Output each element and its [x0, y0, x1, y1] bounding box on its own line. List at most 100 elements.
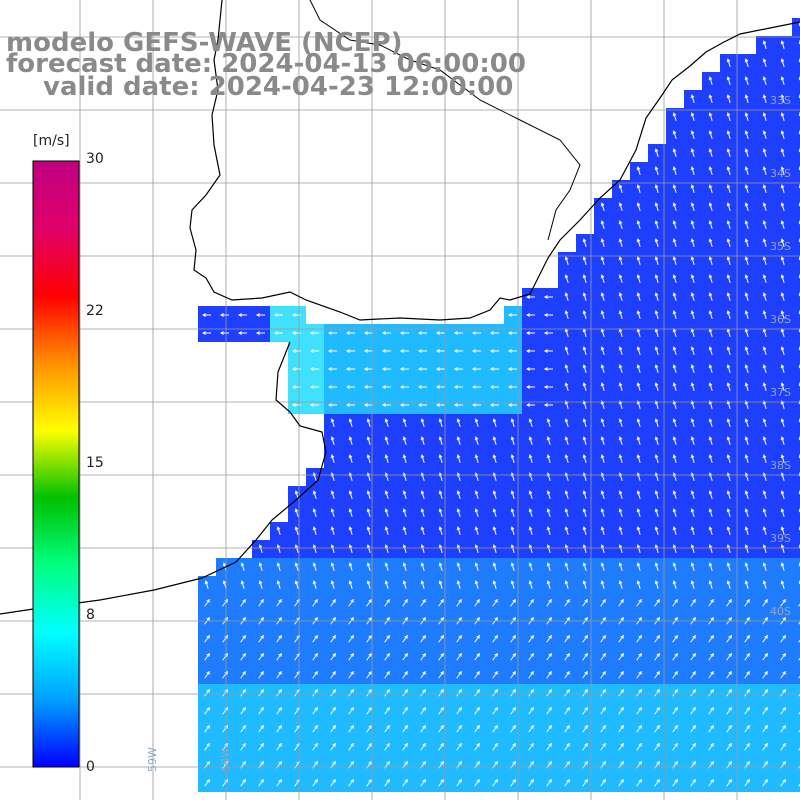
- wind-arrow: [636, 292, 641, 301]
- wind-arrow: [345, 367, 355, 371]
- wind-arrow: [690, 562, 695, 571]
- wind-arrow: [510, 580, 515, 589]
- wind-arrow: [582, 400, 587, 409]
- wind-arrow: [762, 292, 767, 301]
- wind-arrow: [528, 634, 534, 643]
- wind-arrow: [456, 652, 462, 661]
- wind-arrow: [327, 349, 337, 353]
- wind-arrow: [276, 598, 282, 607]
- wind-arrow: [240, 724, 246, 733]
- wind-arrow: [420, 724, 426, 733]
- wind-arrow: [762, 130, 767, 139]
- wind-arrow: [420, 742, 426, 751]
- wind-arrow: [582, 724, 588, 733]
- wind-arrow: [582, 580, 587, 589]
- wind-arrow: [654, 310, 659, 319]
- wind-arrow: [762, 220, 767, 229]
- wind-arrow: [471, 403, 481, 407]
- wind-arrow: [672, 166, 677, 175]
- wind-arrow: [582, 292, 587, 301]
- wind-arrow: [564, 724, 570, 733]
- wind-arrow: [510, 670, 516, 679]
- wind-arrow: [546, 778, 552, 787]
- wind-arrow: [726, 184, 731, 193]
- wind-arrow: [255, 331, 265, 335]
- wind-arrow: [582, 382, 587, 391]
- wind-arrow: [366, 742, 372, 751]
- wind-speed-cell: [792, 576, 800, 594]
- wind-arrow: [726, 742, 732, 751]
- wind-arrow: [543, 295, 553, 299]
- wind-arrow: [474, 598, 480, 607]
- argentina-coastline: [0, 341, 327, 615]
- wind-arrow: [348, 418, 353, 427]
- wind-arrow: [384, 652, 390, 661]
- wind-arrow: [381, 349, 391, 353]
- wind-arrow: [312, 688, 318, 697]
- wind-arrow: [690, 706, 696, 715]
- wind-arrow: [744, 706, 750, 715]
- wind-arrow: [435, 331, 445, 335]
- wind-arrow: [708, 634, 714, 643]
- wind-arrow: [384, 634, 390, 643]
- wind-arrow: [726, 400, 731, 409]
- wind-arrow: [258, 634, 264, 643]
- wind-arrow: [744, 310, 749, 319]
- wind-arrow: [438, 688, 444, 697]
- wind-arrow: [420, 490, 425, 499]
- wind-arrow: [291, 331, 301, 335]
- wind-arrow: [402, 598, 408, 607]
- wind-arrow: [654, 544, 659, 553]
- wind-arrow: [528, 724, 534, 733]
- wind-arrow: [507, 313, 517, 317]
- wind-arrow: [417, 385, 427, 389]
- wind-arrow: [600, 742, 606, 751]
- wind-arrow: [528, 490, 533, 499]
- wind-arrow: [564, 544, 569, 553]
- wind-arrow: [690, 670, 696, 679]
- wind-arrow: [438, 598, 444, 607]
- wind-arrow: [690, 220, 695, 229]
- wind-arrow: [654, 706, 660, 715]
- wind-arrow: [780, 202, 785, 211]
- wind-arrow: [330, 724, 336, 733]
- wind-arrow: [600, 724, 606, 733]
- wind-arrow: [276, 670, 282, 679]
- wind-arrow: [438, 544, 443, 553]
- wind-arrow: [780, 778, 786, 787]
- wind-arrow: [510, 724, 516, 733]
- wind-arrow: [600, 310, 605, 319]
- wind-arrow: [744, 58, 749, 67]
- wind-arrow: [726, 364, 731, 373]
- wind-arrow: [366, 418, 371, 427]
- wind-arrow: [780, 634, 786, 643]
- wind-arrow: [474, 634, 480, 643]
- wind-arrow: [546, 508, 551, 517]
- wind-arrow: [456, 670, 462, 679]
- wind-arrow: [510, 508, 515, 517]
- wind-arrow: [420, 688, 426, 697]
- wind-arrow: [690, 184, 695, 193]
- wind-arrow: [708, 778, 714, 787]
- wind-arrow: [780, 454, 785, 463]
- wind-arrow: [636, 454, 641, 463]
- wind-arrow: [618, 400, 623, 409]
- wind-arrow: [600, 562, 605, 571]
- wind-arrow: [564, 778, 570, 787]
- wind-arrow: [453, 403, 463, 407]
- wind-arrow: [582, 634, 588, 643]
- wind-arrow: [672, 670, 678, 679]
- wind-arrow: [381, 367, 391, 371]
- wind-speed-cell: [792, 180, 800, 198]
- wind-arrow: [330, 688, 336, 697]
- wind-arrow: [672, 742, 678, 751]
- wind-arrow: [726, 238, 731, 247]
- wind-arrow: [708, 526, 713, 535]
- wind-arrow: [726, 454, 731, 463]
- wind-arrow: [330, 652, 336, 661]
- wind-arrow: [708, 652, 714, 661]
- wind-arrow: [690, 400, 695, 409]
- wind-arrow: [780, 742, 786, 751]
- wind-arrow: [420, 706, 426, 715]
- wind-arrow: [258, 670, 264, 679]
